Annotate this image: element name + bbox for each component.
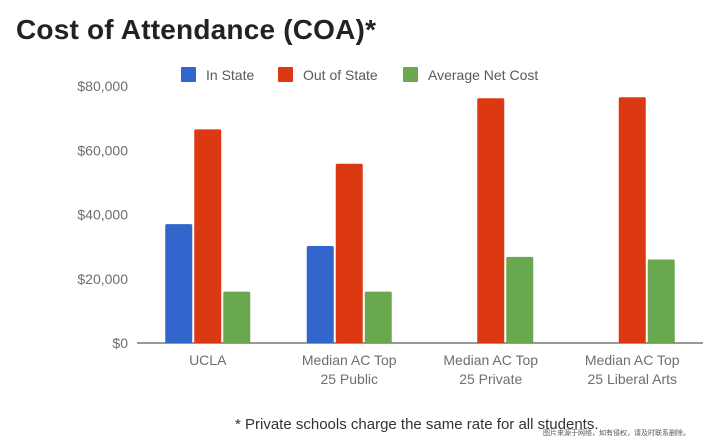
bar-out-of-state bbox=[477, 98, 505, 344]
chart-title: Cost of Attendance (COA)* bbox=[16, 14, 377, 45]
bar-out-of-state bbox=[335, 163, 363, 343]
x-tick-label: UCLA bbox=[189, 352, 227, 368]
footnote: * Private schools charge the same rate f… bbox=[235, 416, 599, 433]
legend-label: Out of State bbox=[303, 67, 378, 83]
x-tick-label: 25 Public bbox=[320, 371, 378, 387]
bar-out-of-state bbox=[194, 129, 222, 343]
bar-average-net-cost bbox=[647, 259, 675, 343]
y-tick-label: $40,000 bbox=[77, 207, 128, 223]
legend-swatch bbox=[278, 67, 293, 82]
y-tick-label: $20,000 bbox=[77, 271, 128, 287]
y-tick-label: $80,000 bbox=[77, 78, 128, 94]
bar-in-state bbox=[306, 245, 334, 343]
x-tick-label: 25 Private bbox=[459, 371, 522, 387]
y-tick-label: $60,000 bbox=[77, 142, 128, 158]
watermark: 图片来源于网络，如有侵权，请及时联系删除。 bbox=[543, 430, 690, 437]
bar-average-net-cost bbox=[364, 291, 392, 343]
legend-label: In State bbox=[206, 67, 254, 83]
legend-label: Average Net Cost bbox=[428, 67, 538, 83]
x-tick-label: Median AC Top bbox=[302, 352, 397, 368]
y-tick-label: $0 bbox=[112, 335, 128, 351]
x-tick-label: 25 Liberal Arts bbox=[588, 371, 678, 387]
legend-swatch bbox=[403, 67, 418, 82]
x-tick-label: Median AC Top bbox=[585, 352, 680, 368]
bar-average-net-cost bbox=[223, 291, 251, 343]
legend-swatch bbox=[181, 67, 196, 82]
x-tick-label: Median AC Top bbox=[443, 352, 538, 368]
bar-average-net-cost bbox=[506, 256, 534, 343]
bar-in-state bbox=[165, 224, 193, 343]
bar-out-of-state bbox=[618, 97, 646, 344]
